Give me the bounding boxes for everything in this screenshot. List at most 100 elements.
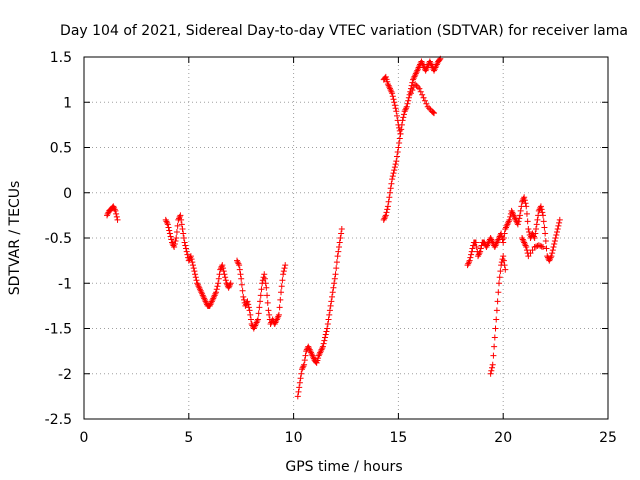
data-point: [396, 124, 403, 131]
data-point: [240, 293, 247, 300]
data-point: [183, 248, 190, 255]
data-point: [165, 224, 172, 231]
y-tick-label: -2.5: [45, 412, 72, 428]
data-point: [550, 244, 557, 251]
data-point: [552, 235, 559, 241]
data-point: [245, 304, 252, 311]
data-point: [257, 292, 264, 299]
data-point: [394, 112, 401, 119]
y-tick-label: 1.5: [50, 50, 72, 66]
data-point: [405, 97, 412, 104]
data-point: [278, 289, 285, 296]
data-point: [529, 247, 536, 254]
data-point: [540, 212, 547, 219]
data-point: [192, 271, 199, 278]
data-point: [178, 216, 185, 223]
data-point: [222, 274, 229, 281]
data-point: [387, 189, 394, 196]
data-point: [406, 91, 413, 98]
data-point: [496, 274, 503, 281]
data-points: [104, 55, 563, 400]
data-point: [260, 274, 267, 281]
data-point: [555, 222, 562, 229]
data-point: [537, 242, 544, 249]
data-point: [234, 259, 241, 266]
data-point: [521, 197, 528, 204]
data-point: [220, 265, 227, 272]
data-point: [389, 176, 396, 183]
data-point: [298, 370, 305, 377]
data-point: [390, 170, 397, 177]
data-point: [400, 111, 407, 118]
data-point: [499, 256, 506, 263]
data-point: [256, 304, 263, 311]
data-point: [409, 87, 416, 94]
data-point: [299, 364, 306, 371]
data-point: [213, 286, 220, 293]
data-point: [523, 203, 530, 210]
data-point: [400, 114, 407, 121]
data-point: [263, 284, 270, 291]
data-point: [533, 243, 540, 250]
data-point: [468, 251, 475, 258]
data-point: [419, 91, 426, 98]
data-point: [473, 244, 480, 251]
data-point: [336, 239, 343, 246]
data-point: [332, 271, 339, 278]
data-point: [296, 379, 303, 386]
data-point: [387, 185, 394, 192]
data-point: [300, 363, 307, 370]
data-point: [328, 298, 335, 305]
data-point: [491, 334, 498, 341]
y-tick-label: -1: [58, 276, 72, 292]
data-point: [494, 298, 501, 305]
data-point: [275, 311, 282, 318]
data-point: [394, 153, 401, 160]
data-point: [258, 286, 265, 293]
data-point: [523, 244, 530, 251]
data-point: [541, 224, 548, 231]
data-point: [382, 212, 389, 219]
data-point: [396, 135, 403, 142]
data-point: [403, 103, 410, 110]
data-point: [180, 235, 187, 241]
data-point: [554, 225, 561, 232]
data-point: [403, 105, 410, 112]
data-point: [331, 275, 338, 282]
data-point: [477, 245, 484, 252]
data-point: [190, 265, 197, 272]
data-point: [171, 241, 178, 248]
data-point: [255, 310, 262, 317]
data-point: [381, 215, 388, 222]
data-point: [301, 357, 308, 364]
y-tick-label: -1.5: [45, 322, 72, 338]
data-point: [396, 139, 403, 146]
data-point: [278, 283, 285, 290]
data-point: [382, 213, 389, 220]
data-point: [189, 259, 196, 266]
x-tick-label: 10: [285, 430, 303, 446]
data-point: [391, 167, 398, 174]
data-point: [542, 238, 549, 245]
y-tick-label: 0: [63, 186, 72, 202]
data-point: [221, 271, 228, 278]
data-point: [294, 393, 301, 400]
data-point: [551, 238, 558, 245]
data-point: [335, 248, 342, 255]
data-point: [333, 259, 340, 266]
data-point: [556, 219, 563, 226]
data-point: [237, 271, 244, 278]
data-point: [525, 253, 532, 260]
x-axis-label: GPS time / hours: [285, 459, 402, 475]
data-point: [538, 206, 545, 213]
data-point: [254, 316, 261, 323]
data-point: [501, 230, 508, 237]
data-point: [324, 325, 331, 332]
data-point: [334, 253, 341, 260]
data-point: [466, 257, 473, 264]
data-point: [167, 233, 174, 240]
x-tick-label: 20: [494, 430, 512, 446]
data-point: [389, 93, 396, 100]
data-point: [174, 222, 181, 229]
data-point: [296, 384, 303, 391]
